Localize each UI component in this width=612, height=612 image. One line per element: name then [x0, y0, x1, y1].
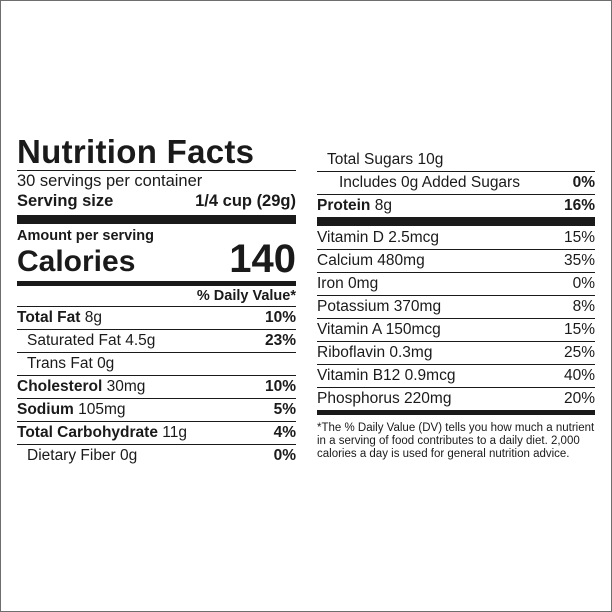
thick-divider — [317, 217, 595, 226]
vitamin-dv: 15% — [563, 228, 595, 246]
vitamin-row-vitamin-d: Vitamin D 2.5mcg 15% — [317, 226, 595, 249]
thick-divider — [17, 215, 296, 224]
nutrient-dv: 10% — [264, 378, 296, 395]
nutrient-amount: 11g — [162, 424, 187, 441]
nutrient-name: Protein — [317, 197, 371, 214]
vitamin-name: Calcium — [317, 252, 373, 269]
vitamin-dv: 25% — [563, 344, 595, 361]
vitamin-dv: 40% — [563, 367, 595, 384]
vitamin-row-vitamin-a: Vitamin A 150mcg 15% — [317, 318, 595, 341]
nutrient-name: Total Carbohydrate — [17, 424, 158, 441]
calories-label: Calories — [17, 245, 136, 278]
calories-row: Calories 140 — [17, 237, 296, 281]
servings-per-container: 30 servings per container — [17, 172, 203, 190]
nutrient-name: Sodium — [17, 401, 74, 418]
nutrient-row-total-fat: Total Fat 8g 10% — [17, 306, 296, 329]
vitamin-dv: 15% — [563, 321, 595, 338]
vitamin-amount: 370mg — [393, 298, 442, 315]
vitamin-row-vitamin-b12: Vitamin B12 0.9mcg 40% — [317, 364, 595, 387]
nutrient-row-dietary-fiber: Dietary Fiber 0g 0% — [17, 444, 296, 467]
nutrient-amount: 105mg — [78, 401, 126, 418]
title-rule — [17, 170, 296, 171]
vitamin-amount: 2.5mcg — [388, 228, 440, 246]
nutrient-amount: 8g — [84, 309, 102, 326]
vitamin-amount: 0.9mcg — [404, 367, 456, 384]
nutrient-dv: 16% — [563, 197, 595, 214]
calories-value: 140 — [229, 237, 296, 281]
daily-value-footnote: *The % Daily Value (DV) tells you how mu… — [317, 422, 595, 460]
serving-size-row: Serving size 1/4 cup (29g) — [17, 191, 296, 211]
nutrient-row-trans-fat: Trans Fat 0g — [17, 352, 296, 375]
nutrient-row-total-carbohydrate: Total Carbohydrate 11g 4% — [17, 421, 296, 444]
nutrient-row-sodium: Sodium 105mg 5% — [17, 398, 296, 421]
vitamin-dv: 0% — [572, 275, 595, 292]
vitamin-row-potassium: Potassium 370mg 8% — [317, 295, 595, 318]
vitamin-amount: 480mg — [377, 252, 425, 269]
vitamin-name: Vitamin A — [317, 321, 382, 338]
vitamin-name: Vitamin D — [317, 228, 384, 246]
vitamin-amount: 150mcg — [385, 321, 441, 338]
vitamin-name: Potassium — [317, 298, 390, 315]
nutrient-row-total-sugars: Total Sugars 10g — [317, 148, 595, 171]
nutrient-dv: 4% — [273, 424, 296, 441]
nutrient-dv: 10% — [264, 309, 296, 326]
nutrient-amount: 8g — [374, 197, 392, 214]
nutrient-name: Total Fat — [17, 309, 81, 326]
nutrient-name: Dietary Fiber — [27, 447, 116, 464]
label-title: Nutrition Facts — [17, 133, 255, 170]
vitamin-dv: 35% — [563, 252, 595, 269]
nutrient-name: Saturated Fat — [27, 332, 121, 349]
medium-divider — [17, 281, 296, 286]
daily-value-header: % Daily Value* — [196, 288, 296, 304]
nutrition-label-right-panel: Total Sugars 10g Includes 0g Added Sugar… — [317, 148, 595, 461]
nutrient-dv: 5% — [273, 401, 296, 418]
nutrient-name: Cholesterol — [17, 378, 103, 395]
vitamin-name: Phosphorus — [317, 390, 400, 407]
nutrient-row-saturated-fat: Saturated Fat 4.5g 23% — [17, 329, 296, 352]
vitamin-row-iron: Iron 0mg 0% — [317, 272, 595, 295]
nutrient-row-added-sugars: Includes 0g Added Sugars 0% — [317, 171, 595, 194]
nutrient-amount: 4.5g — [125, 332, 156, 349]
nutrition-label-left-panel: Nutrition Facts 30 servings per containe… — [17, 134, 296, 467]
nutrient-name: Total Sugars — [327, 150, 414, 168]
vitamin-name: Riboflavin — [317, 344, 386, 361]
vitamin-name: Vitamin B12 — [317, 367, 401, 384]
nutrient-row-cholesterol: Cholesterol 30mg 10% — [17, 375, 296, 398]
vitamin-row-phosphorus: Phosphorus 220mg 20% — [317, 387, 595, 410]
nutrient-name: Trans Fat — [27, 355, 93, 372]
vitamin-dv: 20% — [563, 390, 595, 407]
vitamin-amount: 0.3mg — [389, 344, 433, 361]
vitamin-name: Iron — [317, 275, 344, 292]
nutrient-amount: 30mg — [106, 378, 146, 395]
nutrient-dv: 0% — [572, 174, 595, 191]
serving-size-value: 1/4 cup (29g) — [195, 192, 296, 210]
serving-size-label: Serving size — [17, 192, 114, 210]
nutrient-amount: 10g — [417, 150, 444, 168]
vitamin-dv: 8% — [572, 298, 595, 315]
nutrient-amount: 0g — [120, 447, 138, 464]
nutrient-dv: 0% — [273, 447, 296, 464]
vitamin-row-riboflavin: Riboflavin 0.3mg 25% — [317, 341, 595, 364]
nutrient-name: Includes 0g Added Sugars — [339, 174, 520, 191]
amount-per-serving: Amount per serving — [17, 228, 154, 244]
nutrient-amount: 0g — [97, 355, 115, 372]
vitamin-amount: 0mg — [348, 275, 379, 292]
nutrient-dv: 23% — [264, 332, 296, 349]
medium-divider — [317, 410, 595, 415]
nutrient-row-protein: Protein 8g 16% — [317, 194, 595, 217]
vitamin-row-calcium: Calcium 480mg 35% — [317, 249, 595, 272]
vitamin-amount: 220mg — [404, 390, 452, 407]
